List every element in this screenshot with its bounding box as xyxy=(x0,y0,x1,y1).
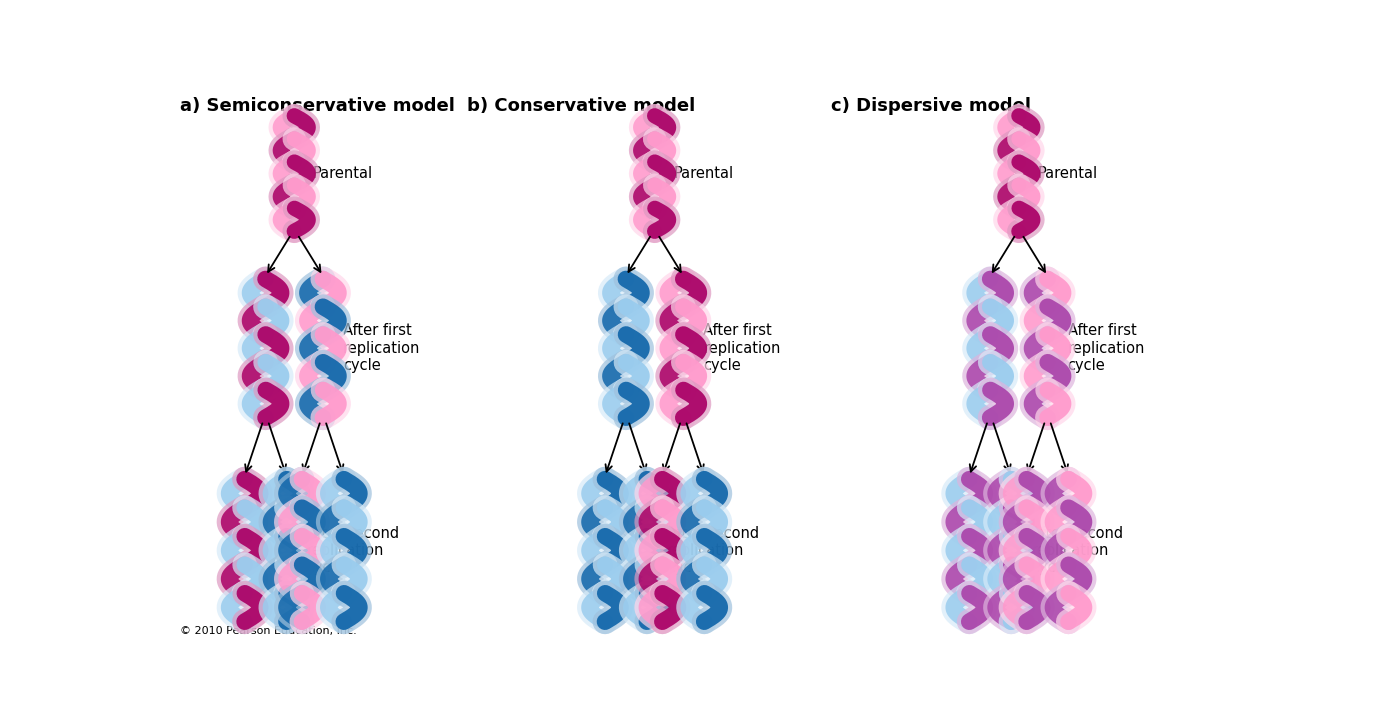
Text: After second
replication
cycle: After second replication cycle xyxy=(1031,526,1123,575)
Text: After first
replication
cycle: After first replication cycle xyxy=(703,324,781,373)
Text: a) Semiconservative model: a) Semiconservative model xyxy=(180,97,456,115)
Text: Parental: Parental xyxy=(1038,166,1098,181)
Text: After second
replication
cycle: After second replication cycle xyxy=(667,526,759,575)
Text: After first
replication
cycle: After first replication cycle xyxy=(343,324,421,373)
Text: c) Dispersive model: c) Dispersive model xyxy=(830,97,1031,115)
Text: Parental: Parental xyxy=(313,166,373,181)
Text: After first
replication
cycle: After first replication cycle xyxy=(1067,324,1145,373)
Text: © 2010 Pearson Education, Inc.: © 2010 Pearson Education, Inc. xyxy=(180,627,357,637)
Text: b) Conservative model: b) Conservative model xyxy=(467,97,695,115)
Text: Parental: Parental xyxy=(673,166,733,181)
Text: After second
replication
cycle: After second replication cycle xyxy=(306,526,398,575)
